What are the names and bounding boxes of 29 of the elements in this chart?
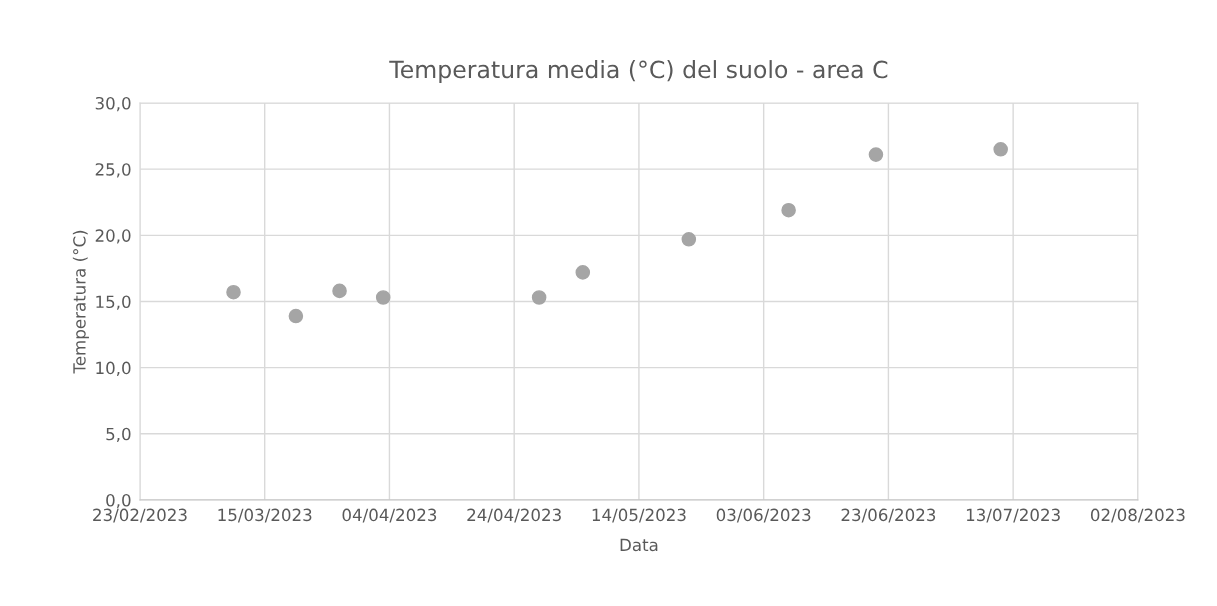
x-tick-label: 15/03/2023: [218, 508, 312, 523]
point: [781, 202, 796, 218]
y-tick-label: 5,0: [106, 427, 131, 443]
x-tick-label: 02/08/2023: [1090, 508, 1185, 523]
x-tick-label: 03/06/2023: [716, 508, 811, 523]
point: [332, 283, 347, 299]
x-tick-label: 23/02/2023: [93, 508, 187, 523]
point: [681, 232, 697, 247]
y-tick-label: 30,0: [95, 96, 131, 112]
y-tick-label: 10,0: [96, 361, 131, 376]
x-tick-label: 13/07/2023: [966, 508, 1060, 523]
point: [868, 147, 884, 162]
point: [226, 284, 241, 300]
y-tick-label: 20,0: [95, 229, 131, 244]
point: [575, 265, 591, 280]
x-tick-label: 04/04/2023: [342, 508, 437, 523]
point: [531, 290, 547, 305]
point: [288, 308, 304, 324]
point: [375, 290, 391, 305]
x-axis-title: Data: [620, 538, 658, 552]
y-tick-label: 0,0: [106, 493, 131, 509]
y-tick-label: 15,0: [96, 295, 131, 310]
x-tick-label: 23/06/2023: [841, 508, 936, 523]
y-axis-title: Temperatura (°C): [72, 230, 89, 374]
point: [993, 142, 1008, 157]
x-tick-label: 24/04/2023: [467, 508, 561, 523]
chart-title: Temperatura media (°C) del suolo - area C: [389, 60, 888, 83]
y-tick-label: 25,0: [95, 163, 131, 178]
x-tick-label: 14/05/2023: [592, 508, 686, 523]
